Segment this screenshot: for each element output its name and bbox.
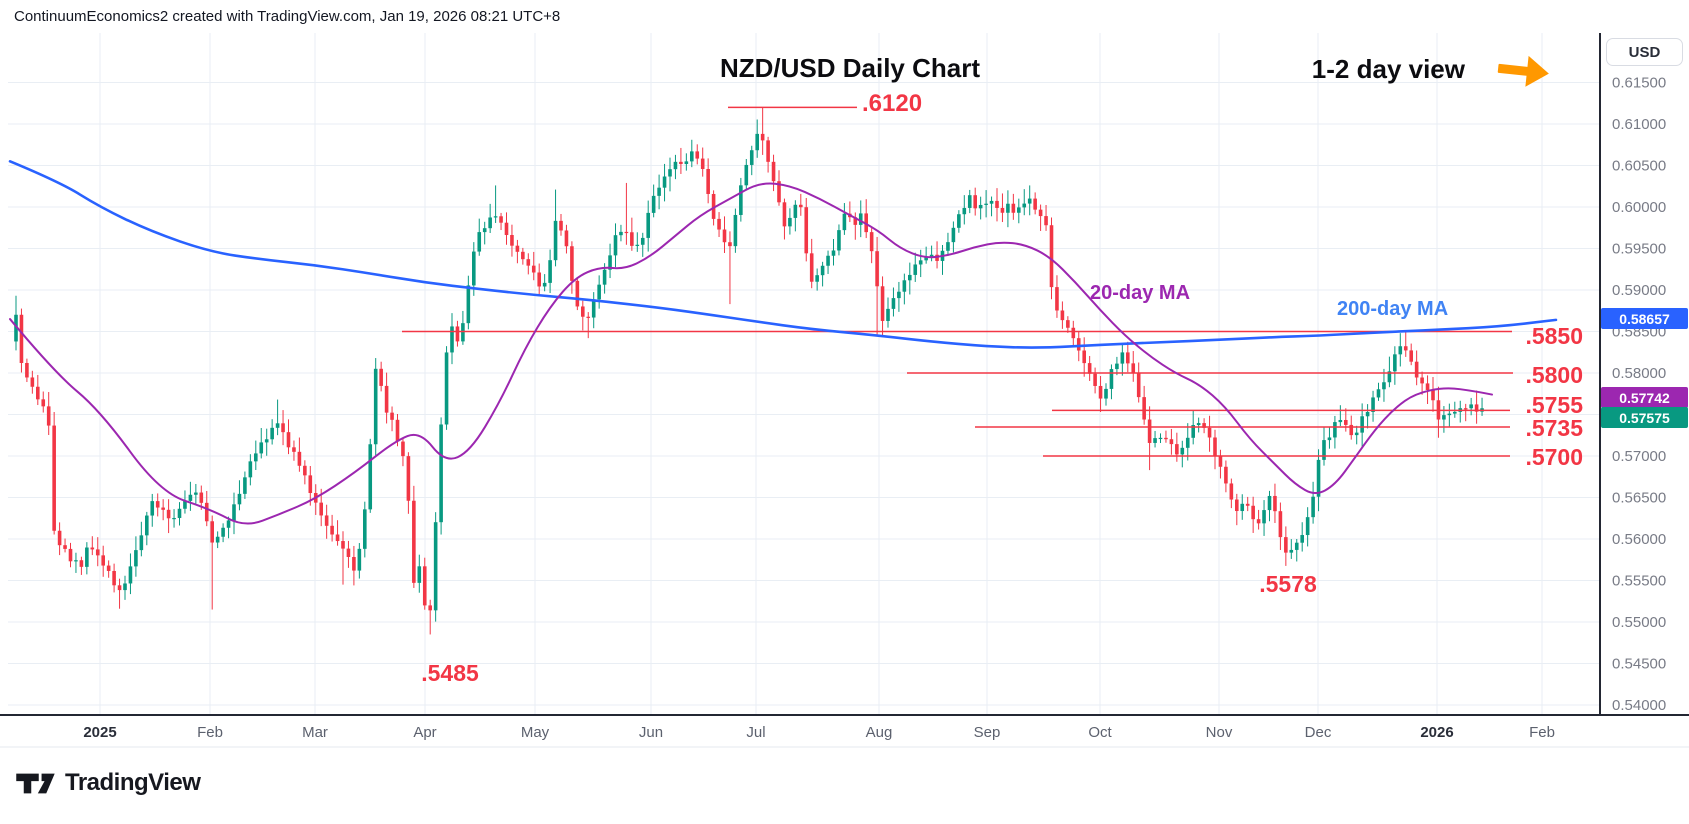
- tradingview-logo: TradingView: [14, 768, 201, 798]
- price-tick-label: 0.61500: [1612, 75, 1666, 92]
- time-tick-label: Apr: [413, 724, 436, 741]
- time-tick-label: Sep: [974, 724, 1001, 741]
- level-label-6120[interactable]: .6120: [862, 90, 923, 117]
- time-tick-label: Jul: [746, 724, 765, 741]
- ma200-label: 200-day MA: [1337, 298, 1449, 320]
- price-tick-label: 0.60000: [1612, 199, 1666, 216]
- tradingview-logo-text: TradingView: [65, 769, 201, 796]
- level-label-5850[interactable]: .5850: [1525, 323, 1583, 349]
- price-tick-label: 0.58000: [1612, 365, 1666, 382]
- price-tick-label: 0.56000: [1612, 531, 1666, 548]
- arrow-drawing[interactable]: [1496, 50, 1552, 92]
- price-badge-last: 0.57575: [1601, 407, 1688, 428]
- ma200-line: [8, 160, 1558, 349]
- time-tick-label: Oct: [1088, 724, 1112, 741]
- candlestick-series[interactable]: [14, 107, 1484, 635]
- view-note-text: 1-2 day view: [1311, 54, 1465, 84]
- price-tick-label: 0.59500: [1612, 241, 1666, 258]
- time-tick-label: Jun: [639, 724, 663, 741]
- price-tick-label: 0.59000: [1612, 282, 1666, 299]
- time-tick-label: May: [521, 724, 550, 741]
- price-tick-label: 0.56500: [1612, 490, 1666, 507]
- price-tick-label: 0.54500: [1612, 656, 1666, 673]
- price-badge-ma200: 0.58657: [1601, 308, 1688, 329]
- time-tick-label: Mar: [302, 724, 328, 741]
- time-tick-label: Nov: [1206, 724, 1233, 741]
- currency-usd-button[interactable]: USD: [1606, 38, 1683, 66]
- moving-average-lines[interactable]: [8, 160, 1558, 525]
- price-tick-label: 0.54000: [1612, 697, 1666, 714]
- right-arrow-icon: [1497, 55, 1549, 87]
- price-tick-label: 0.57000: [1612, 448, 1666, 465]
- attribution-text: ContinuumEconomics2 created with Trading…: [14, 8, 561, 25]
- annotation-label-5485[interactable]: .5485: [421, 660, 479, 686]
- price-tick-label: 0.55500: [1612, 573, 1666, 590]
- price-axis[interactable]: 0.61500 0.61000 0.60500 0.60000 0.59500 0.590…: [1612, 75, 1666, 715]
- price-badge-ma20: 0.57742: [1601, 387, 1688, 408]
- annotation-label-5578[interactable]: .5578: [1259, 571, 1317, 597]
- level-label-5735[interactable]: .5735: [1525, 415, 1583, 441]
- level-label-5800[interactable]: .5800: [1525, 362, 1583, 388]
- price-tick-label: 0.60500: [1612, 158, 1666, 175]
- ma20-label: 20-day MA: [1090, 282, 1191, 304]
- time-axis[interactable]: 2025 Feb Mar Apr May Jun Jul Aug Sep Oct Nov Dec 202…: [83, 724, 1555, 741]
- level-label-5755[interactable]: .5755: [1525, 392, 1583, 418]
- level-label-5700[interactable]: .5700: [1525, 444, 1583, 470]
- chart-title: NZD/USD Daily Chart: [719, 53, 981, 83]
- time-tick-label: Feb: [1529, 724, 1555, 741]
- support-resistance-lines[interactable]: [402, 106, 1513, 457]
- time-tick-label: Dec: [1305, 724, 1332, 741]
- time-tick-label: Feb: [197, 724, 223, 741]
- time-tick-label: 2026: [1420, 724, 1453, 741]
- axis-frame: [0, 33, 1689, 748]
- time-tick-label: 2025: [83, 724, 116, 741]
- price-tick-label: 0.61000: [1612, 116, 1666, 133]
- ma20-line: [9, 182, 1493, 525]
- time-tick-label: Aug: [866, 724, 893, 741]
- grid-lines: [8, 33, 1600, 715]
- price-tick-label: 0.55000: [1612, 614, 1666, 631]
- tradingview-logo-icon: [16, 773, 55, 794]
